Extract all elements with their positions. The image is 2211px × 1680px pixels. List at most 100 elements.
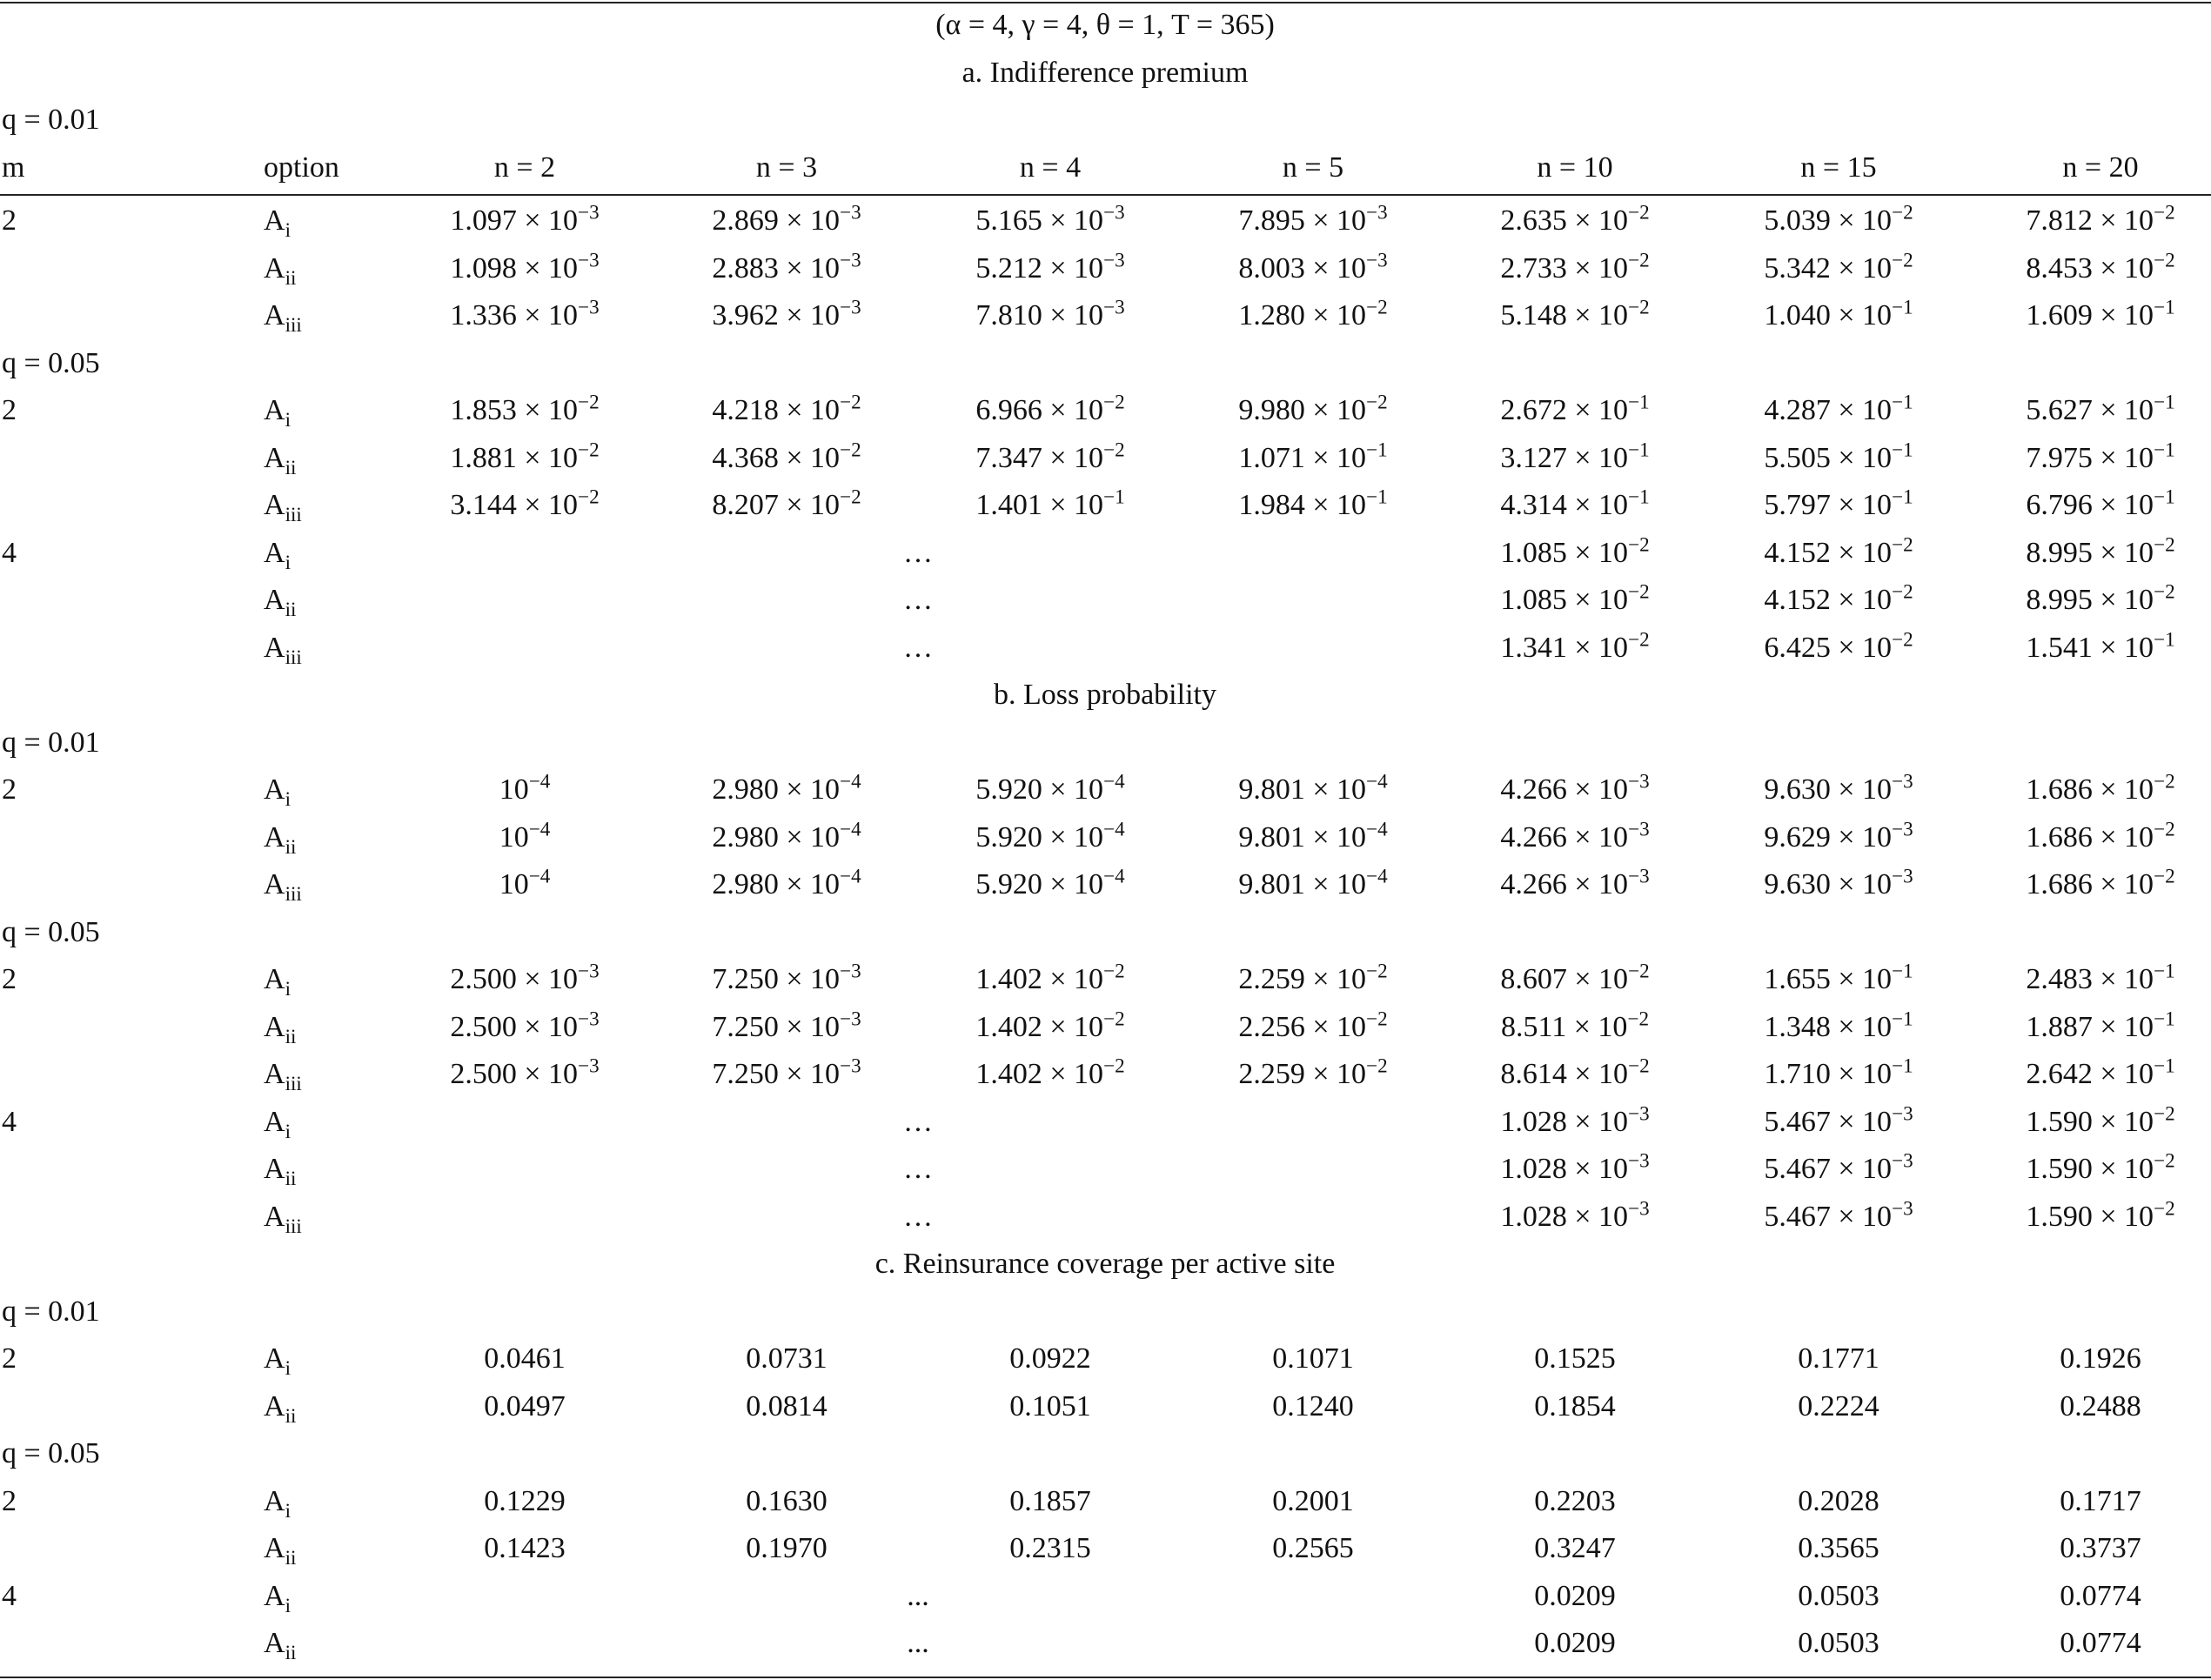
- cell: 8.207 × 10−2: [712, 487, 861, 520]
- cell-base: 1.590 × 10: [2026, 1105, 2154, 1138]
- option-sub: i: [285, 1120, 291, 1143]
- cell-exponent: −4: [840, 770, 861, 793]
- cell: 8.995 × 10−2: [2026, 582, 2174, 615]
- q-label: q = 0.01: [2, 104, 100, 136]
- header-n: n = 2: [493, 151, 556, 184]
- cell: 1.402 × 10−2: [975, 1008, 1124, 1042]
- cell: 6.796 × 10−1: [2026, 487, 2174, 521]
- cell: 7.810 × 10−3: [975, 298, 1124, 331]
- cell: 0.1926: [2060, 1342, 2141, 1375]
- m-label: 4: [2, 536, 17, 569]
- cell: 8.995 × 10−2: [2026, 534, 2174, 568]
- cell: 1.590 × 10−2: [2026, 1198, 2174, 1232]
- cell-exponent: −1: [1892, 485, 1913, 509]
- cell-base: 1.071 × 10: [1238, 441, 1367, 474]
- cell-exponent: −2: [1892, 532, 1913, 556]
- cell-base: 2.733 × 10: [1500, 251, 1629, 284]
- cell-exponent: −4: [528, 817, 551, 840]
- cell: 0.1857: [1009, 1484, 1091, 1517]
- cell-base: 1.085 × 10: [1500, 584, 1629, 616]
- cell-base: 2.259 × 10: [1238, 1058, 1367, 1090]
- q-label: q = 0.05: [2, 346, 100, 379]
- cell-base: 7.895 × 10: [1238, 204, 1367, 237]
- cell-exponent: −1: [1892, 960, 1913, 983]
- cell: 0.2224: [1798, 1389, 1879, 1422]
- cell-exponent: −4: [1366, 770, 1388, 793]
- section-title: c. Reinsurance coverage per active site: [874, 1248, 1336, 1280]
- cell: 7.250 × 10−3: [712, 1008, 861, 1042]
- cell: 2.672 × 10−1: [1500, 392, 1649, 425]
- cell: 1.853 × 10−2: [450, 392, 599, 425]
- cell: 2.980 × 10−4: [712, 772, 861, 805]
- cell: 1.590 × 10−2: [2026, 1151, 2174, 1184]
- cell: 0.1051: [1009, 1389, 1091, 1422]
- cell: 7.895 × 10−3: [1238, 203, 1387, 237]
- cell-exponent: −2: [1628, 248, 1650, 271]
- cell: 7.975 × 10−1: [2026, 439, 2174, 473]
- cell: 9.801 × 10−4: [1238, 819, 1387, 853]
- cell: 9.801 × 10−4: [1238, 867, 1387, 900]
- cell-exponent: −3: [578, 296, 600, 319]
- cell-base: 4.266 × 10: [1500, 773, 1629, 806]
- ellipsis: …: [903, 1153, 933, 1185]
- cell-base: 8.003 × 10: [1238, 251, 1367, 284]
- cell-base: 5.148 × 10: [1500, 299, 1629, 331]
- cell-base: 1.686 × 10: [2026, 820, 2154, 853]
- option-sub: iii: [285, 1073, 302, 1096]
- cell-base: 5.467 × 10: [1764, 1200, 1893, 1233]
- cell-exponent: −2: [1628, 627, 1650, 651]
- cell-exponent: −4: [528, 770, 551, 793]
- cell-exponent: −2: [2154, 1101, 2175, 1125]
- ellipsis: …: [903, 1105, 933, 1138]
- option-sub: ii: [285, 266, 297, 290]
- cell-base: 1.336 × 10: [450, 299, 579, 331]
- cell-base: 8.607 × 10: [1500, 963, 1629, 995]
- cell-base: 2.259 × 10: [1238, 963, 1367, 995]
- cell-exponent: −1: [2154, 296, 2175, 319]
- option-base: A: [264, 489, 285, 521]
- cell-exponent: −3: [1628, 865, 1650, 888]
- cell-exponent: −1: [1103, 485, 1125, 509]
- cell: 9.629 × 10−3: [1764, 819, 1913, 853]
- cell-exponent: −4: [1103, 865, 1125, 888]
- cell-exponent: −3: [1366, 248, 1388, 271]
- cell: 1.609 × 10−1: [2026, 298, 2174, 331]
- option-sub: ii: [285, 1168, 297, 1191]
- cell-exponent: −2: [1627, 1007, 1650, 1030]
- cell-base: 5.212 × 10: [975, 251, 1104, 284]
- cell-exponent: −2: [1103, 438, 1125, 461]
- cell: 1.028 × 10−3: [1500, 1103, 1649, 1137]
- cell-base: 4.368 × 10: [712, 441, 841, 474]
- cell-base: 5.920 × 10: [975, 868, 1104, 900]
- cell-exponent: −2: [1892, 580, 1913, 604]
- cell: 10−4: [499, 772, 551, 805]
- option-base: A: [264, 251, 285, 284]
- cell-exponent: −1: [1892, 438, 1913, 461]
- cell-base: 2.635 × 10: [1500, 204, 1629, 237]
- cell: 9.801 × 10−4: [1238, 772, 1387, 805]
- cell: 0.3737: [2060, 1532, 2141, 1564]
- cell: 5.148 × 10−2: [1500, 298, 1649, 331]
- cell-exponent: −3: [578, 1007, 600, 1030]
- cell-exponent: −1: [1366, 485, 1388, 509]
- option-base: A: [264, 1532, 285, 1564]
- cell-exponent: −2: [1103, 960, 1125, 983]
- cell-base: 4.314 × 10: [1500, 489, 1629, 521]
- m-label: 4: [2, 1579, 17, 1612]
- header-m: m: [2, 151, 25, 184]
- option-sub: i: [285, 219, 291, 243]
- option-sub: i: [285, 1594, 291, 1617]
- cell-base: 1.686 × 10: [2026, 773, 2154, 806]
- cell: 6.425 × 10−2: [1764, 629, 1913, 663]
- cell-exponent: −3: [840, 296, 861, 319]
- m-label: 2: [2, 773, 17, 806]
- cell-base: 8.453 × 10: [2026, 251, 2154, 284]
- cell: 10−4: [499, 867, 551, 900]
- cell-exponent: −1: [1628, 391, 1650, 414]
- cell-base: 6.796 × 10: [2026, 489, 2154, 521]
- ellipsis: …: [903, 584, 933, 616]
- cell-base: 5.165 × 10: [975, 204, 1104, 237]
- option: Aii: [264, 1155, 296, 1189]
- cell-exponent: −3: [1628, 817, 1650, 840]
